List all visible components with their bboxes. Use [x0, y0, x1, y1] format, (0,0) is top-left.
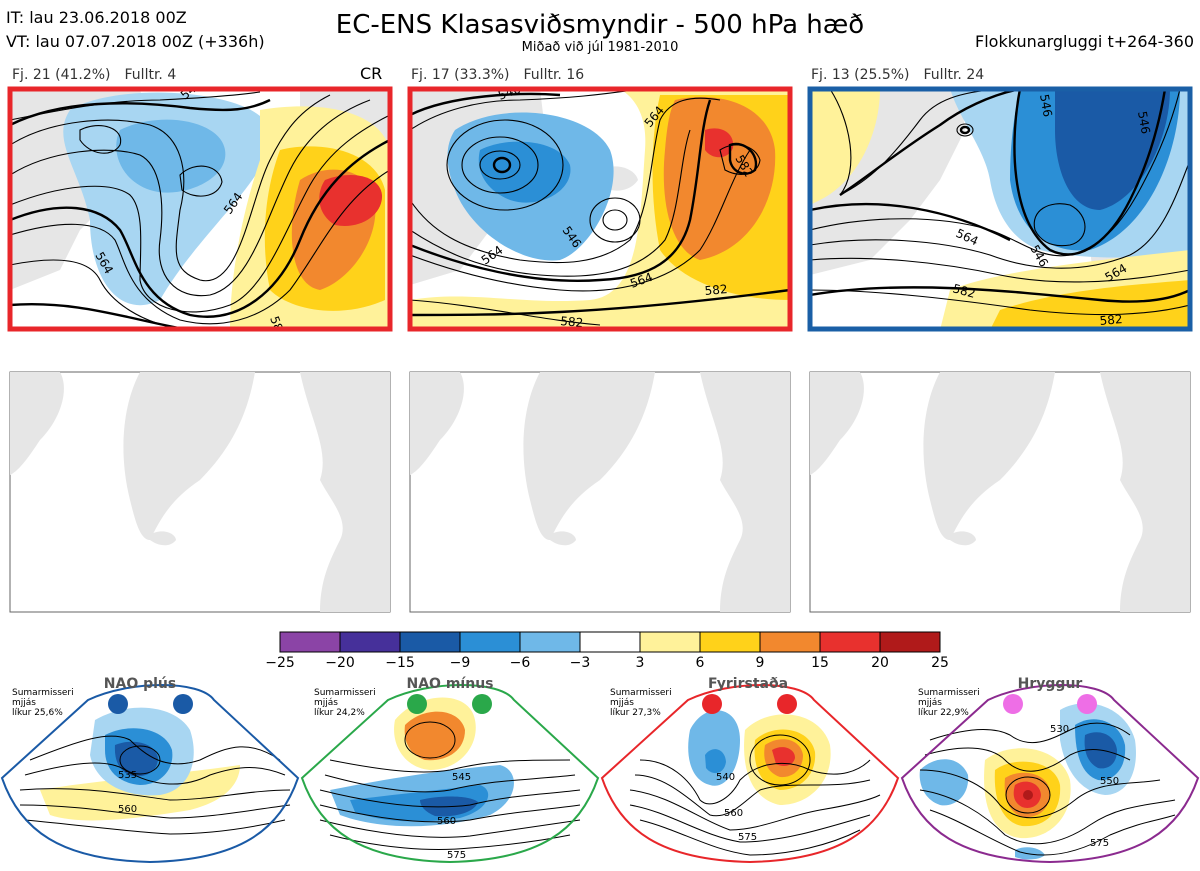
cluster-1-border: [7, 86, 393, 332]
regime-nao-plus: 535 560: [0, 684, 300, 864]
base-map-3: [809, 371, 1191, 613]
regime-subperiod: mjjás: [314, 698, 338, 708]
regime-marker: [472, 694, 492, 714]
base-map-1: [9, 371, 391, 613]
regime-season: Sumarmisseri: [610, 688, 672, 698]
regime-contour-label: 545: [452, 772, 471, 783]
colorbar-tick-label: 20: [871, 655, 889, 671]
colorbar-tick-label: 3: [635, 655, 645, 671]
contour-label: 582: [560, 314, 584, 330]
regime-probability: líkur 24,2%: [314, 708, 365, 718]
colorbar-tick-label: −15: [385, 655, 415, 671]
regime-note-nao-minus: Sumarmisseri mjjás líkur 24,2%: [314, 688, 376, 718]
cluster-2-border: [407, 86, 793, 332]
regime-marker: [702, 694, 722, 714]
regime-probability: líkur 27,3%: [610, 708, 661, 718]
colorbar-swatch: [699, 631, 761, 653]
colorbar-tick-label: −25: [265, 655, 295, 671]
classification-window: Flokkunargluggi t+264-360: [975, 32, 1194, 51]
regime-subperiod: mjjás: [12, 698, 36, 708]
cluster-3-count: Fj. 13 (25.5%): [811, 67, 910, 83]
cluster-2-caption: Fj. 17 (33.3%) Fulltr. 16: [411, 67, 584, 83]
regime-name-nao-minus: NAO mínus: [406, 676, 494, 692]
regime-note-nao-plus: Sumarmisseri mjjás líkur 25,6%: [12, 688, 74, 718]
regime-contour-label: 560: [724, 808, 743, 819]
base-map-2: [409, 371, 791, 613]
colorbar-tick-label: −3: [569, 655, 591, 671]
cluster-1-count: Fj. 21 (41.2%): [12, 67, 111, 83]
cluster-2-map: 564 546 564 564 582 582 582 546: [410, 89, 790, 330]
colorbar-tick-label: 15: [811, 655, 829, 671]
regime-probability: líkur 22,9%: [918, 708, 969, 718]
regime-contour-label: 560: [118, 804, 137, 815]
regime-marker: [1077, 694, 1097, 714]
colorbar-swatch: [399, 631, 461, 653]
regime-probability: líkur 25,6%: [12, 708, 63, 718]
regime-contour-label: 560: [437, 816, 456, 827]
contour-label: 582: [1099, 312, 1123, 328]
colorbar-tick-label: −6: [509, 655, 531, 671]
regime-marker: [407, 694, 427, 714]
regime-marker: [777, 694, 797, 714]
regime-blocking: 540 560 575: [600, 684, 900, 864]
regime-nao-minus: 545 560 575: [300, 684, 600, 864]
valid-time: VT: lau 07.07.2018 00Z (+336h): [6, 32, 265, 51]
regime-name-blocking: Fyrirstaða: [707, 676, 789, 692]
cluster-3-map: 546 546 564 546 564 582 582: [810, 89, 1190, 329]
regime-name-ridge: Hryggur: [1017, 676, 1083, 692]
regime-subperiod: mjjás: [918, 698, 942, 708]
regime-name-nao-plus: NAO plús: [103, 676, 177, 692]
cluster-3-rep: Fulltr. 24: [923, 67, 985, 83]
cluster-1-tag: CR: [360, 64, 383, 83]
page-title: EC-ENS Klasasviðsmyndir - 500 hPa hæð: [335, 10, 865, 40]
header-times: IT: lau 23.06.2018 00Z VT: lau 07.07.201…: [6, 6, 265, 54]
cluster-3-caption: Fj. 13 (25.5%) Fulltr. 24: [811, 67, 984, 83]
colorbar-swatch: [819, 631, 881, 653]
cluster-1-caption: Fj. 21 (41.2%) Fulltr. 4: [12, 67, 176, 83]
cluster-1-rep: Fulltr. 4: [124, 67, 177, 83]
regime-marker: [173, 694, 193, 714]
regime-note-ridge: Sumarmisseri mjjás líkur 22,9%: [918, 688, 980, 718]
colorbar-tick-label: 25: [931, 655, 949, 671]
regime-season: Sumarmisseri: [314, 688, 376, 698]
regime-contour-label: 540: [716, 772, 735, 783]
regime-subperiod: mjjás: [610, 698, 634, 708]
colorbar-swatch: [459, 631, 521, 653]
colorbar-swatch: [279, 631, 341, 653]
regime-note-blocking: Sumarmisseri mjjás líkur 27,3%: [610, 688, 672, 718]
regime-marker: [1003, 694, 1023, 714]
contour-label: 582: [951, 281, 977, 300]
colorbar-swatch: [759, 631, 821, 653]
regime-season: Sumarmisseri: [918, 688, 980, 698]
cluster-2-count: Fj. 17 (33.3%): [411, 67, 510, 83]
regime-contour-label: 530: [1050, 724, 1069, 735]
regime-marker: [108, 694, 128, 714]
page-subtitle: Miðað við júl 1981-2010: [521, 40, 679, 55]
contour-label: 582: [704, 282, 728, 298]
colorbar-swatch: [579, 631, 641, 653]
regime-contour-label: 550: [1100, 776, 1119, 787]
cluster-2-rep: Fulltr. 16: [523, 67, 585, 83]
colorbar: [279, 631, 941, 653]
colorbar-swatch: [639, 631, 701, 653]
regime-contour-label: 575: [738, 832, 757, 843]
cluster-3-border: [807, 86, 1193, 332]
colorbar-swatch: [339, 631, 401, 653]
init-time: IT: lau 23.06.2018 00Z: [6, 8, 187, 27]
regime-contour-label: 575: [447, 850, 466, 861]
colorbar-tick-label: 9: [755, 655, 765, 671]
regime-contour-label: 535: [118, 770, 137, 781]
contour-label: 546: [1135, 110, 1153, 135]
colorbar-tick-label: −20: [325, 655, 355, 671]
contour-label: 546: [1037, 93, 1055, 118]
regime-season: Sumarmisseri: [12, 688, 74, 698]
colorbar-swatch: [879, 631, 941, 653]
cluster-1-map: 564 564 546 582: [10, 89, 390, 329]
regime-contour-label: 575: [1090, 838, 1109, 849]
colorbar-tick-label: 6: [695, 655, 705, 671]
regime-ridge: 530 550 575: [900, 684, 1200, 864]
colorbar-tick-label: −9: [449, 655, 471, 671]
colorbar-swatch: [519, 631, 581, 653]
